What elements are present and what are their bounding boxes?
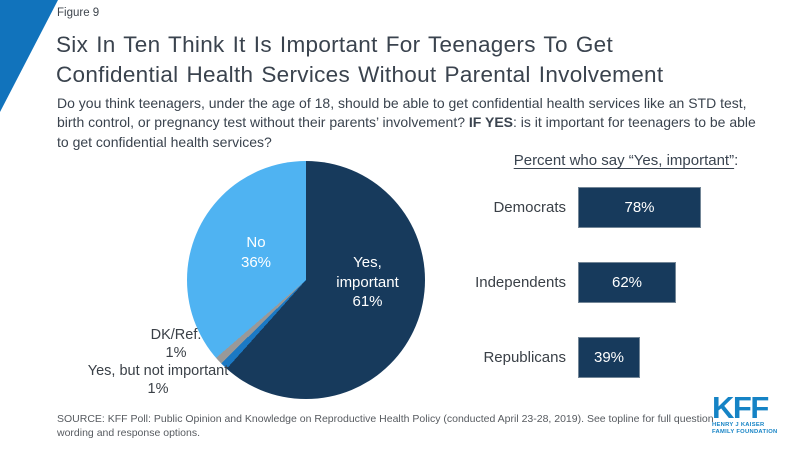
bar-democrats: 78% [578, 187, 701, 228]
bar-chart-heading: Percent who say “Yes, important”: [470, 152, 782, 169]
pie-label-line: Yes, but not important [87, 363, 229, 379]
pie-label-yes-not-important: Yes, but not important 1% [52, 362, 264, 398]
pie-chart [187, 161, 425, 399]
pie-label-line: Yes, [353, 254, 382, 271]
page-title: Six In Ten Think It Is Important For Tee… [56, 30, 776, 89]
corner-accent-triangle [0, 0, 58, 112]
bar-republicans: 39% [578, 337, 640, 378]
figure-label: Figure 9 [57, 7, 100, 19]
kff-logo: KFF HENRY J KAISER FAMILY FOUNDATION [712, 390, 782, 436]
pie-label-value: 1% [165, 345, 187, 361]
bar-independents: 62% [578, 262, 676, 303]
pie-label-no: No 36% [206, 233, 306, 272]
kff-logo-subline-2: FAMILY FOUNDATION [712, 429, 778, 435]
pie-label-line: important [336, 273, 399, 291]
source-note: SOURCE: KFF Poll: Public Opinion and Kno… [57, 413, 714, 439]
bar-label-republicans: Republicans [483, 349, 566, 366]
kff-logo-subline-1: HENRY J KAISER [712, 422, 765, 428]
question-text-bold: IF YES [468, 114, 514, 131]
question-text-post: : is it important for teenagers to be ab… [57, 114, 756, 150]
title-line-1: Six In Ten Think It Is Important For Tee… [56, 32, 614, 57]
bar-value-independents: 62% [611, 274, 643, 291]
pie-label-line: No [246, 234, 266, 251]
survey-question: Do you think teenagers, under the age of… [57, 94, 757, 152]
pie-label-value: 36% [240, 253, 272, 271]
pie-label-value: 61% [352, 293, 383, 310]
pie-label-value: 1% [147, 381, 169, 397]
pie-label-yes-important: Yes, important 61% [305, 253, 430, 312]
bar-label-independents: Independents [475, 274, 566, 291]
title-line-2: Confidential Health Services Without Par… [56, 61, 664, 87]
kff-logo-wordmark: KFF [712, 390, 769, 425]
bar-value-republicans: 39% [593, 349, 625, 366]
pie-label-line: DK/Ref. [150, 327, 202, 343]
bar-value-democrats: 78% [624, 199, 655, 216]
bar-chart-heading-text: Percent who say “Yes, important” [513, 152, 735, 169]
pie-label-dk-ref: DK/Ref. 1% [130, 326, 222, 362]
bar-chart-heading-colon: : [734, 152, 739, 169]
bar-label-democrats: Democrats [493, 199, 566, 216]
question-text-pre: Do you think teenagers, under the age of… [57, 95, 747, 131]
